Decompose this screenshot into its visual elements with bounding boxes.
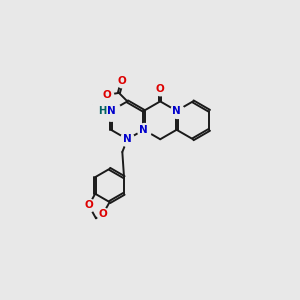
- Text: H: H: [98, 106, 106, 116]
- Text: O: O: [84, 200, 93, 210]
- Text: O: O: [103, 90, 112, 100]
- Text: N: N: [172, 106, 181, 116]
- Text: N: N: [106, 106, 116, 116]
- Text: O: O: [156, 84, 165, 94]
- Text: O: O: [99, 208, 107, 219]
- Text: N: N: [123, 134, 132, 144]
- Text: N: N: [140, 125, 148, 135]
- Text: O: O: [118, 76, 126, 86]
